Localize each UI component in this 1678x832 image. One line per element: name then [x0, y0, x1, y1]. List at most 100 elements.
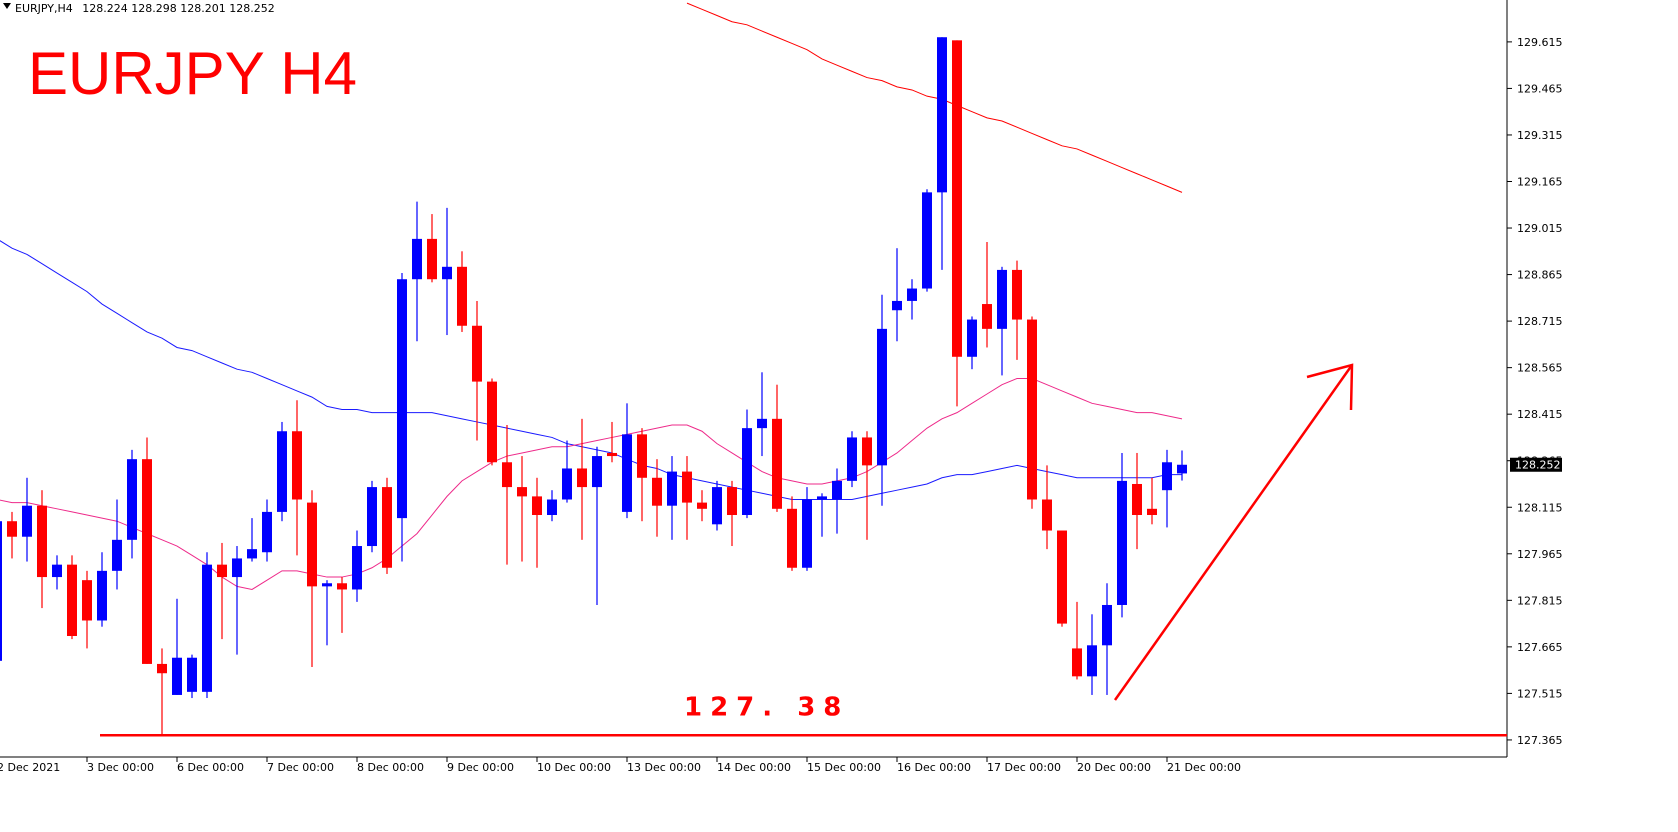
candle-body	[307, 502, 317, 587]
candle-body	[442, 266, 452, 280]
candle-body	[127, 459, 137, 540]
candle-body	[247, 549, 257, 559]
candle-body	[937, 37, 947, 193]
high-value: 128.298	[131, 2, 177, 15]
open-value: 128.224	[82, 2, 128, 15]
candle-body	[832, 480, 842, 500]
candle-body	[577, 468, 587, 488]
y-tick-label: 128.865	[1517, 269, 1563, 282]
x-tick-label: 16 Dec 00:00	[897, 761, 971, 774]
y-tick-label: 127.515	[1517, 687, 1563, 700]
candle-body	[322, 583, 332, 587]
y-tick-label: 129.465	[1517, 82, 1563, 95]
x-tick-label: 7 Dec 00:00	[267, 761, 334, 774]
candle-body	[1147, 508, 1157, 516]
candle-body	[1057, 530, 1067, 624]
candle-body	[1087, 645, 1097, 677]
candle-body	[172, 657, 182, 695]
symbol: EURJPY,H4	[15, 2, 73, 15]
candle-body	[187, 657, 197, 692]
moving-average-line	[686, 2, 1183, 193]
y-tick-label: 127.365	[1517, 734, 1563, 747]
y-tick-label: 129.015	[1517, 222, 1563, 235]
candle-body	[262, 511, 272, 553]
candle-body	[727, 487, 737, 516]
moving-average-line	[0, 240, 1182, 500]
y-tick-label: 128.715	[1517, 315, 1563, 328]
candle-body	[292, 431, 302, 500]
candle-body	[922, 192, 932, 289]
candle-body	[847, 437, 857, 481]
x-tick-label: 3 Dec 00:00	[87, 761, 154, 774]
y-tick-label: 127.965	[1517, 548, 1563, 561]
y-tick-label: 129.315	[1517, 129, 1563, 142]
candle-body	[82, 580, 92, 621]
price-label: 128.252	[1515, 459, 1561, 472]
x-tick-label: 17 Dec 00:00	[987, 761, 1061, 774]
candle-body	[67, 564, 77, 637]
x-tick-label: 13 Dec 00:00	[627, 761, 701, 774]
candle-body	[37, 505, 47, 578]
candle-body	[1102, 604, 1112, 646]
plot-area	[0, 2, 1187, 736]
candle-body	[1042, 499, 1052, 531]
candle-body	[1072, 648, 1082, 677]
candle-body	[397, 279, 407, 519]
close-value: 128.252	[229, 2, 275, 15]
candle-body	[547, 499, 557, 516]
y-tick-label: 127.815	[1517, 594, 1563, 607]
candle-body	[337, 583, 347, 590]
x-tick-label: 9 Dec 00:00	[447, 761, 514, 774]
x-tick-label: 2 Dec 2021	[0, 761, 60, 774]
x-tick-label: 8 Dec 00:00	[357, 761, 424, 774]
candle-body	[802, 499, 812, 568]
candle-body	[1162, 462, 1172, 491]
header-icon	[3, 3, 11, 9]
candle-body	[457, 266, 467, 326]
candle-body	[202, 564, 212, 692]
y-tick-label: 127.665	[1517, 641, 1563, 654]
candle-body	[562, 468, 572, 500]
candle-body	[502, 462, 512, 488]
candle-body	[352, 546, 362, 590]
y-tick-label: 128.565	[1517, 362, 1563, 375]
arrow	[1113, 363, 1354, 701]
candle-body	[682, 471, 692, 503]
x-tick-label: 6 Dec 00:00	[177, 761, 244, 774]
y-tick-label: 129.165	[1517, 175, 1563, 188]
candle-body	[982, 304, 992, 329]
y-tick-label: 128.115	[1517, 501, 1563, 514]
candle-body	[217, 564, 227, 578]
x-tick-label: 10 Dec 00:00	[537, 761, 611, 774]
candle-body	[652, 477, 662, 506]
candle-body	[742, 428, 752, 516]
candle-body	[1027, 319, 1037, 500]
moving-average-line	[0, 378, 1183, 590]
support-label: 127. 38	[684, 692, 849, 722]
candle-body	[787, 508, 797, 568]
candle-body	[1177, 464, 1187, 474]
price-label-box	[1510, 457, 1562, 472]
candle-body	[622, 434, 632, 512]
header: EURJPY,H4 128.224 128.298 128.201 128.25…	[15, 2, 275, 15]
candle-body	[1012, 269, 1022, 320]
candle-body	[667, 471, 677, 506]
candle-body	[157, 663, 167, 674]
candle-body	[0, 521, 2, 661]
candle-body	[817, 496, 827, 500]
candle-body	[607, 452, 617, 457]
x-tick-label: 21 Dec 00:00	[1167, 761, 1241, 774]
candle-body	[877, 328, 887, 466]
candle-body	[232, 558, 242, 578]
low-value: 128.201	[180, 2, 226, 15]
candle-body	[427, 238, 437, 280]
candle-body	[1117, 480, 1127, 605]
y-tick-label: 129.615	[1517, 36, 1563, 49]
candle-body	[112, 539, 122, 571]
candle-body	[862, 437, 872, 466]
chart-title: EURJPY H4	[28, 40, 357, 107]
candle-body	[997, 269, 1007, 329]
candle-body	[7, 521, 17, 537]
